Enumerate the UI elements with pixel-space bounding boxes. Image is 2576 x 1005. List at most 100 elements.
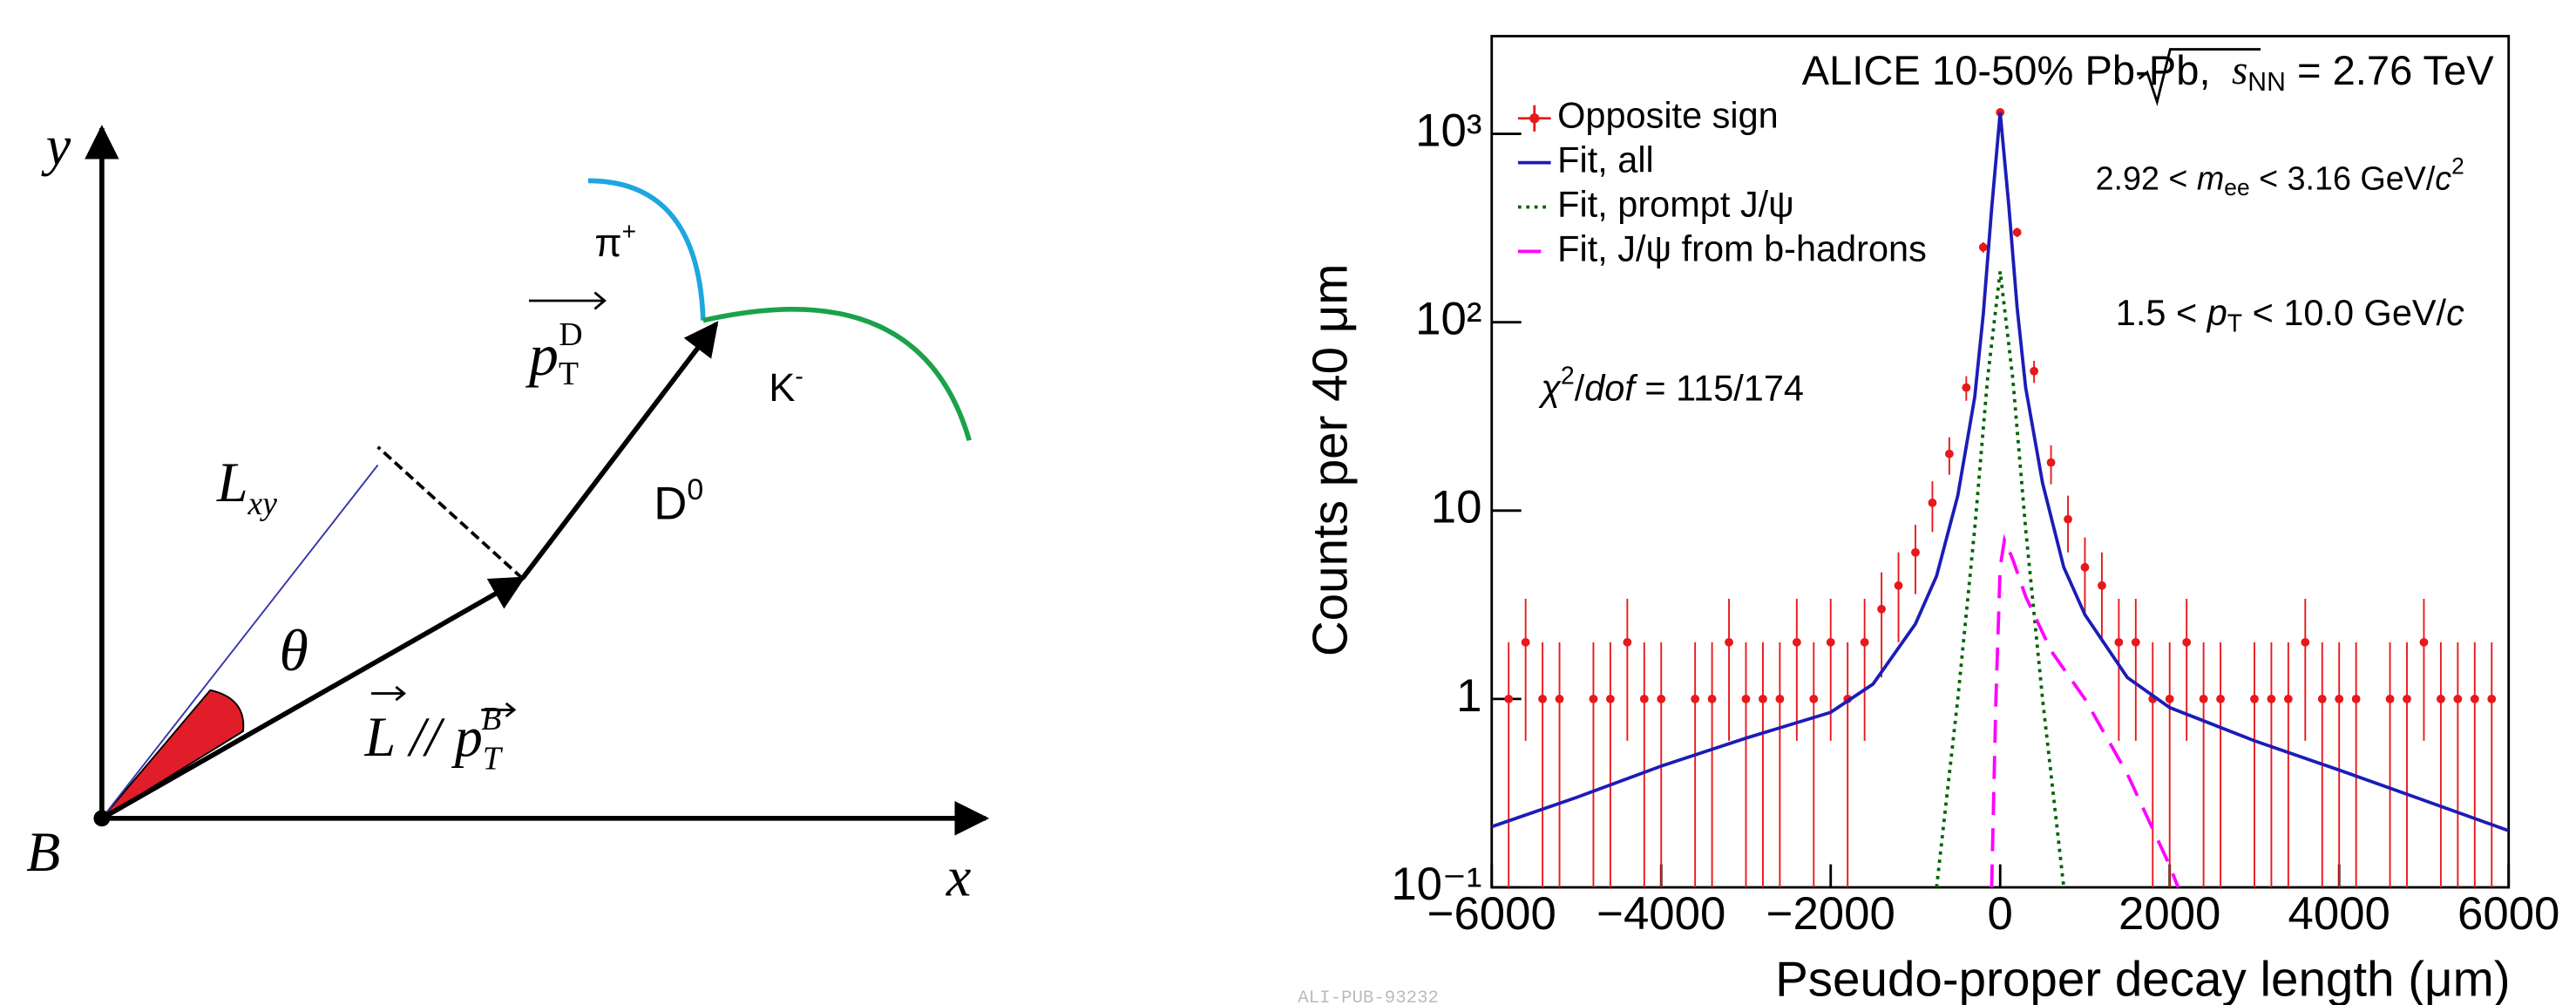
l-main: L — [364, 706, 397, 768]
data-point — [2012, 227, 2022, 237]
data-point — [1555, 694, 1564, 703]
data-point — [2335, 694, 2344, 703]
data-point — [1928, 498, 1937, 507]
pion-sup: + — [622, 217, 637, 245]
pt-c: c — [2446, 292, 2464, 333]
d0-label: D0 — [654, 473, 703, 530]
data-point — [2351, 694, 2361, 703]
legend-label: Fit, all — [1557, 139, 1654, 180]
data-point — [1792, 637, 1801, 647]
data-point — [1775, 694, 1785, 703]
x-tick-label: −2000 — [1766, 888, 1895, 940]
y-tick-label: 10 — [1431, 482, 1482, 533]
data-point — [2046, 458, 2056, 467]
data-point — [1877, 604, 1886, 614]
data-point — [1741, 694, 1751, 703]
data-point — [1691, 694, 1700, 703]
diagram: y x B Lxy θ L // pTB pTD π+ K- D0 — [26, 115, 990, 907]
x-tick-label: −6000 — [1427, 888, 1556, 940]
pt-p: p — [2206, 292, 2227, 333]
header-energy: = 2.76 TeV — [2286, 47, 2494, 93]
header-text: ALICE 10-50% Pb-Pb, — [1802, 47, 2222, 93]
data-point — [2385, 694, 2395, 703]
data-point — [2030, 366, 2039, 376]
mass-c: c — [2435, 160, 2451, 196]
data-point — [2199, 694, 2208, 703]
legend-label: Fit, prompt J/ψ — [1557, 183, 1794, 224]
data-point — [1860, 637, 1869, 647]
header-sub: NN — [2247, 68, 2286, 97]
data-point — [2165, 694, 2174, 703]
vector-arrows — [371, 685, 517, 718]
x-tick-label: 6000 — [2457, 888, 2559, 940]
data-point — [1911, 547, 1920, 557]
mass-a: 2.92 < — [2096, 160, 2197, 196]
data-point — [1538, 694, 1548, 703]
y-axis-title: Counts per 40 μm — [1303, 264, 1358, 657]
y-tick-label: 10⁻¹ — [1391, 859, 1481, 910]
data-point — [1707, 694, 1717, 703]
data-point — [2267, 694, 2276, 703]
mass-cut: 2.92 < mee < 3.16 GeV/c2 — [2096, 153, 2464, 200]
data-point — [1606, 694, 1615, 703]
x-tick-label: 4000 — [2288, 888, 2390, 940]
fit-curve — [1990, 533, 2180, 888]
data-point — [2098, 581, 2106, 590]
y-axis-label: y — [41, 115, 71, 177]
angle-wedge — [101, 689, 245, 819]
data-point — [1944, 449, 1954, 458]
fit-curve — [1491, 112, 2509, 832]
chi-slash: / — [1575, 368, 1585, 409]
chi-sym: χ — [1537, 368, 1562, 409]
theta-label: θ — [279, 618, 308, 683]
data-point — [2216, 694, 2225, 703]
pd-sup: D — [559, 316, 582, 353]
data-point — [2437, 694, 2445, 703]
data-point — [1589, 694, 1598, 703]
data-point — [1759, 694, 1767, 703]
mass-d: < 3.16 GeV/ — [2250, 160, 2436, 196]
perpendicular — [376, 445, 524, 580]
data-point — [1521, 637, 1530, 647]
plot-area — [1491, 108, 2509, 888]
x-tick-label: 2000 — [2118, 888, 2220, 940]
data-point — [2453, 694, 2463, 703]
p-main: p — [451, 706, 483, 768]
origin-label: B — [26, 821, 60, 883]
data-point — [2283, 694, 2293, 703]
data-point — [1826, 637, 1835, 647]
pion-label: π+ — [594, 217, 636, 265]
p-sup: B — [481, 701, 501, 737]
kaon-track — [702, 307, 972, 442]
data-point — [1725, 637, 1733, 647]
lxy-line — [101, 464, 379, 819]
d0-sup: 0 — [687, 473, 703, 506]
pion-main: π — [594, 221, 621, 265]
pd-label: pTD — [525, 316, 583, 392]
data-point — [2114, 637, 2124, 647]
data-point — [1504, 694, 1514, 703]
data-point — [2487, 694, 2497, 703]
mass-m: m — [2197, 160, 2224, 196]
data-point — [1809, 694, 1819, 703]
legend-marker — [1529, 113, 1540, 124]
momentum-vector — [520, 321, 719, 581]
data-point — [2182, 637, 2192, 647]
data-point — [2470, 694, 2479, 703]
y-tick-label: 1 — [1456, 670, 1481, 722]
pt-cut: 1.5 < pT < 10.0 GeV/c — [2116, 292, 2464, 337]
mass-sub: ee — [2224, 174, 2249, 200]
kaon-sup: - — [795, 362, 803, 390]
watermark: ALI-PUB-93232 — [1298, 988, 1439, 1005]
data-point — [2131, 637, 2140, 647]
data-point — [2403, 694, 2411, 703]
data-point — [1639, 694, 1649, 703]
chi-value: = 115/174 — [1635, 368, 1804, 409]
y-tick-label: 10³ — [1415, 105, 1481, 156]
sqrt-sign — [2138, 48, 2261, 106]
x-axis-title: Pseudo-proper decay length (μm) — [1775, 951, 2511, 1005]
data-point — [1978, 242, 1988, 252]
chart: ALICE 10-50% Pb-Pb, sNN = 2.76 TeV 2.92 … — [1298, 35, 2559, 1005]
lxy-sub: xy — [247, 486, 277, 522]
